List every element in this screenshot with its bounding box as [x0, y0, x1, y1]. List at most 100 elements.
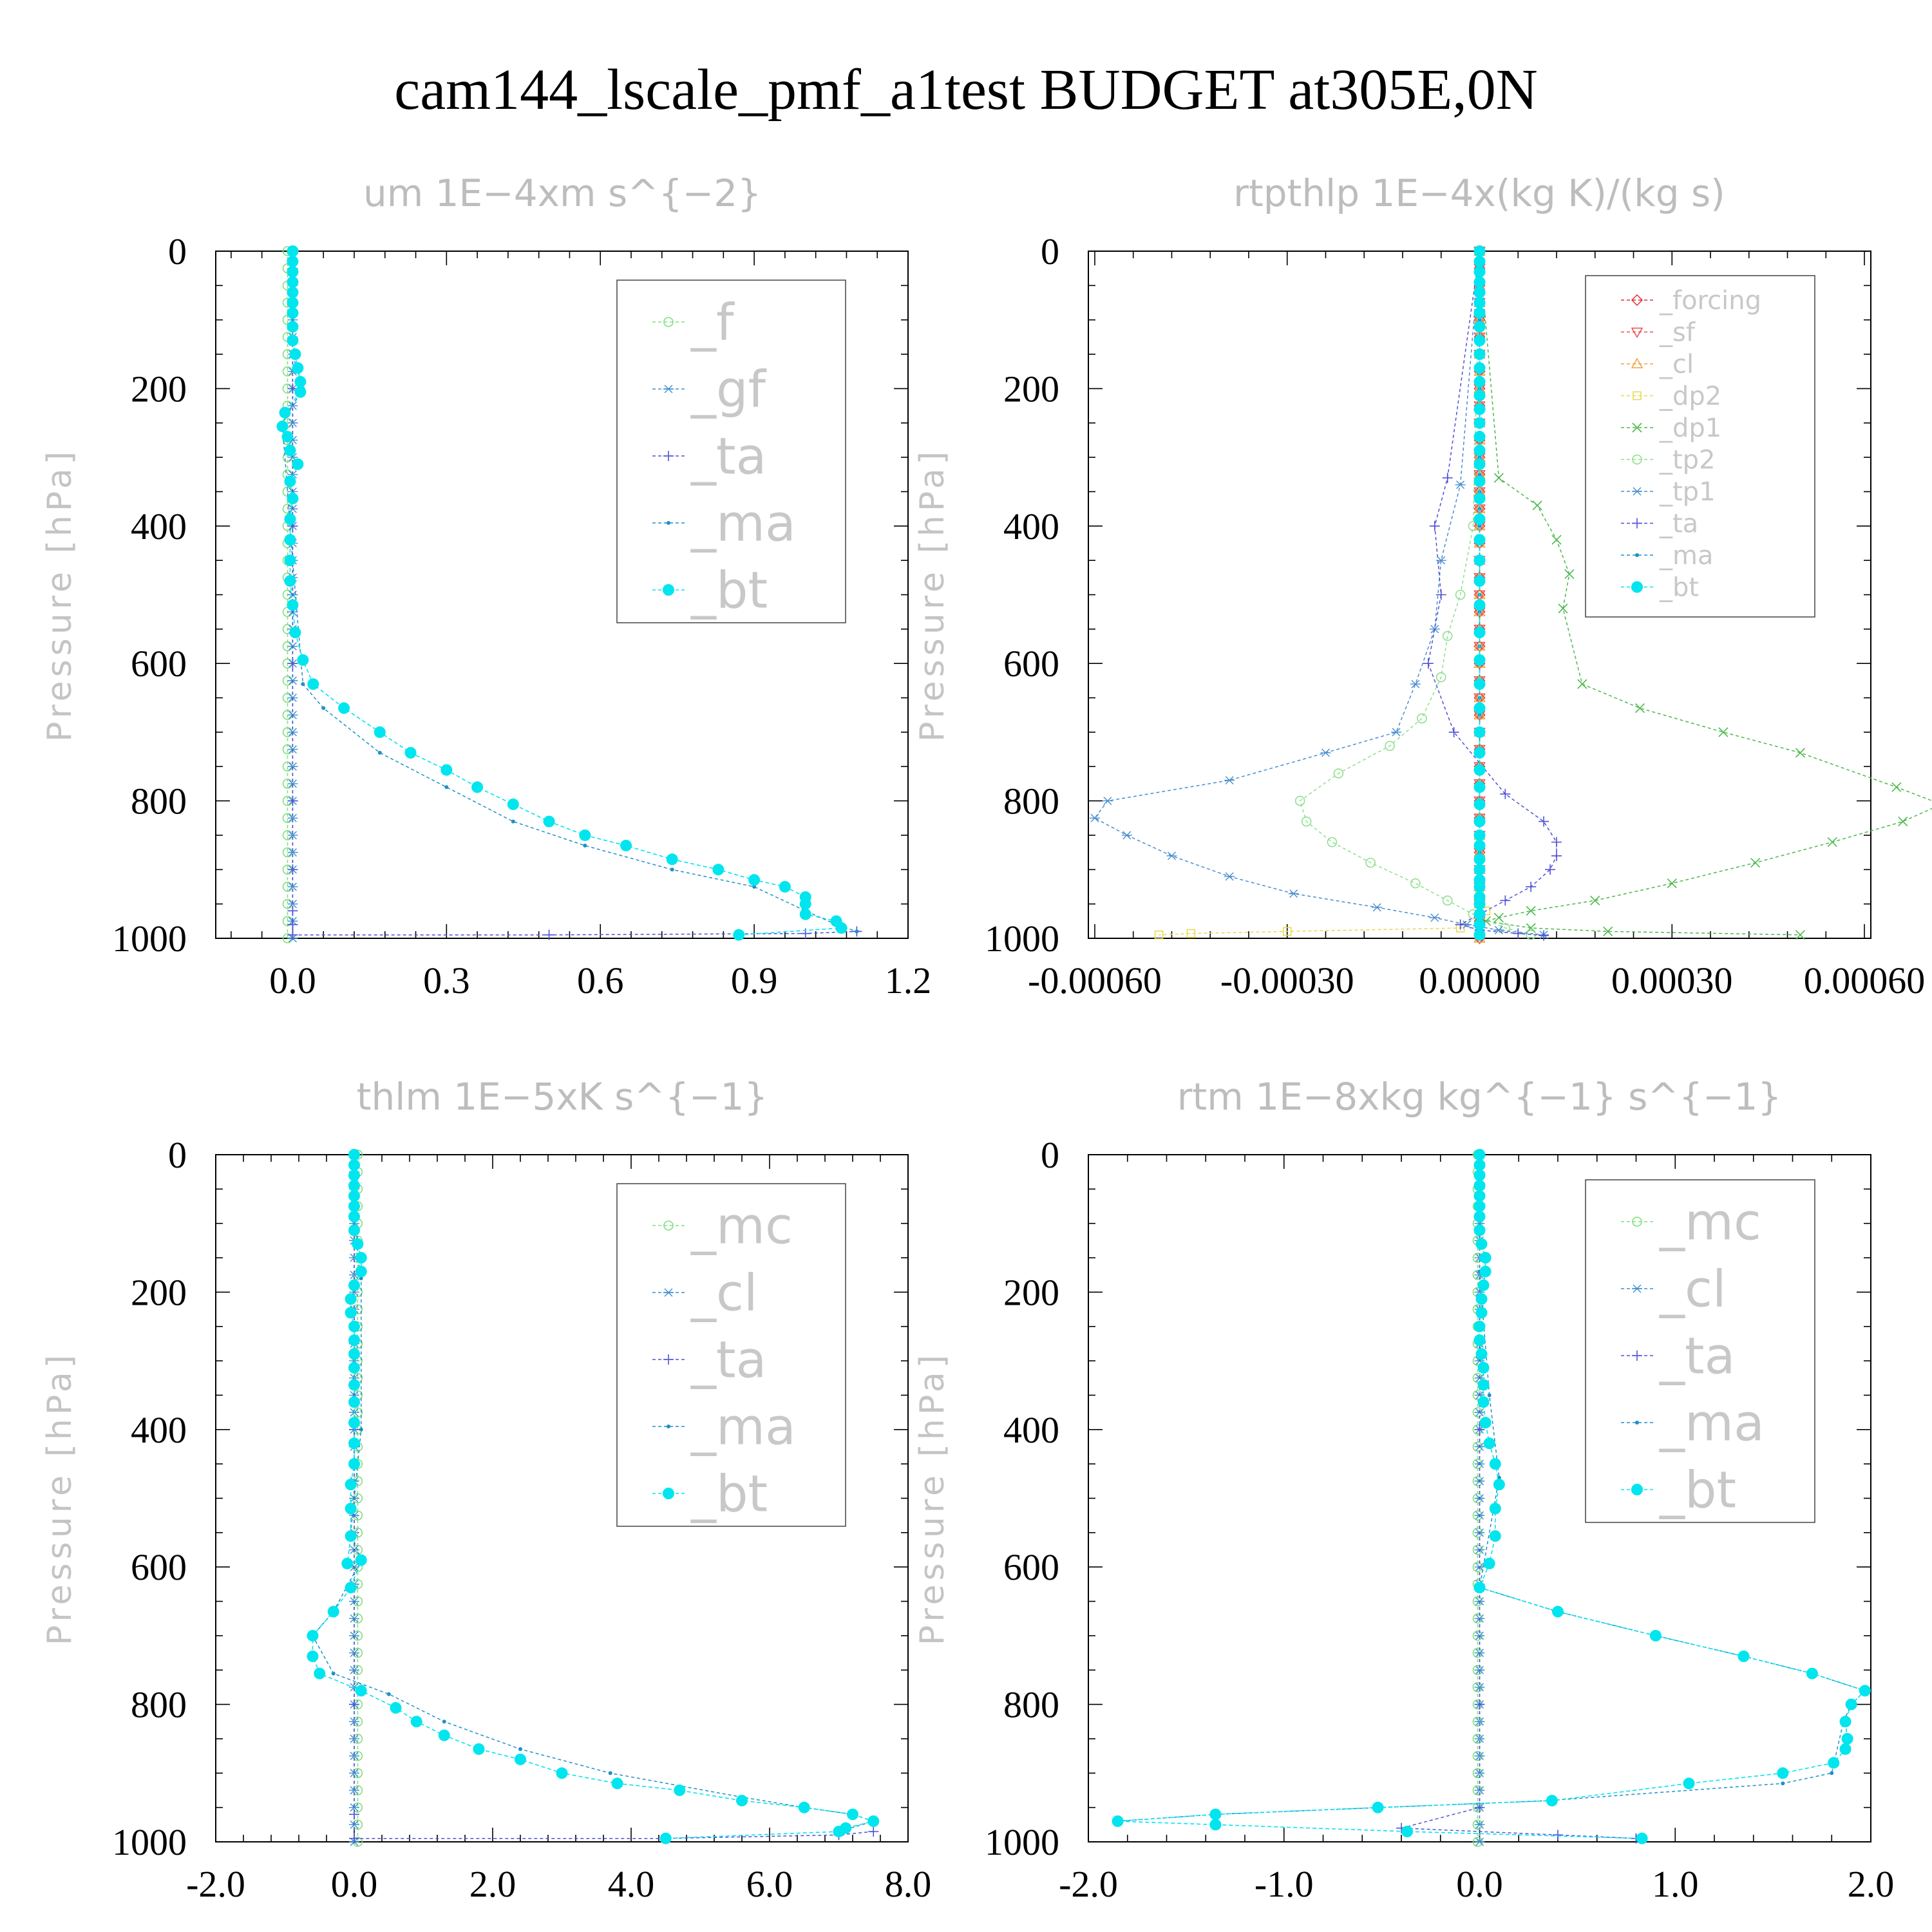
data-point [1577, 679, 1587, 689]
data-point [1391, 728, 1402, 737]
legend-label: _bt [1659, 573, 1699, 603]
x-tick-label: 2.0 [1848, 1863, 1895, 1905]
y-axis-label: Pressure [hPa] [913, 448, 952, 742]
data-point [1429, 520, 1440, 531]
legend-swatch-marker [1633, 391, 1642, 401]
data-point [1493, 473, 1504, 483]
legend-swatch-marker [1631, 294, 1643, 307]
data-point [1473, 918, 1486, 931]
data-point [1372, 1801, 1384, 1814]
data-point [1473, 1159, 1486, 1171]
data-point [1372, 903, 1383, 912]
data-point [349, 1699, 359, 1710]
panel-title: um 1E−4xm s^{−2} [363, 171, 761, 215]
data-point [287, 919, 298, 930]
legend-label: _tp2 [1659, 446, 1716, 475]
data-point [440, 764, 453, 776]
data-point [287, 297, 299, 309]
series [1474, 246, 1932, 940]
data-point [279, 406, 291, 419]
data-point [348, 1170, 360, 1182]
data-point [1551, 850, 1562, 861]
data-point [307, 1650, 319, 1662]
legend-swatch-marker [1632, 487, 1642, 496]
data-point [1417, 713, 1427, 724]
legend-swatch-marker [667, 521, 670, 525]
y-axis-label: Pressure [hPa] [41, 1351, 79, 1645]
x-tick-label: 1.0 [1652, 1863, 1699, 1905]
legend: _mc _cl _ta _ma _bt [616, 1183, 846, 1527]
data-point [386, 1692, 391, 1696]
data-point [1477, 472, 1482, 477]
x-tick-label: 0.00030 [1611, 960, 1733, 1001]
data-point [287, 900, 298, 909]
data-point [314, 1667, 326, 1680]
data-point [289, 348, 301, 361]
data-point [349, 1752, 359, 1761]
legend-swatch-marker [1632, 1284, 1642, 1293]
data-point [1634, 703, 1645, 714]
data-point [287, 929, 298, 940]
data-point [1455, 589, 1466, 600]
data-point [349, 1833, 359, 1844]
data-point [1898, 817, 1908, 827]
legend-swatch-marker [663, 384, 674, 393]
data-point [341, 1557, 354, 1569]
panel-title: rtm 1E−8xkg kg^{−1} s^{−1} [1177, 1075, 1782, 1119]
data-point [1473, 287, 1486, 299]
data-point [1474, 1734, 1485, 1743]
data-point [1483, 1557, 1495, 1569]
data-point [1385, 741, 1395, 752]
legend-swatch-marker [1632, 518, 1642, 529]
data-point [1448, 726, 1459, 737]
legend-label: _dp2 [1659, 382, 1721, 412]
data-point [444, 785, 449, 790]
data-point [1479, 1417, 1492, 1429]
legend: _f _gf _ta _ma _bt [616, 279, 846, 623]
data-point [1473, 321, 1486, 333]
data-point [1401, 1825, 1414, 1837]
data-point [1473, 458, 1486, 470]
data-point [855, 929, 859, 934]
data-point [1209, 1819, 1222, 1831]
data-point [287, 256, 299, 268]
data-point [1551, 837, 1562, 848]
data-point [1473, 898, 1486, 910]
data-point [348, 1180, 360, 1192]
data-point [284, 513, 296, 526]
data-point [348, 1417, 360, 1429]
data-point [611, 1777, 623, 1790]
data-point [404, 746, 417, 759]
data-point [345, 1293, 357, 1305]
data-point [1795, 930, 1806, 940]
x-tick-label: 8.0 [885, 1863, 932, 1905]
data-point [867, 1815, 880, 1827]
data-point [287, 779, 298, 788]
data-point [1209, 1808, 1222, 1821]
data-point [287, 813, 298, 822]
data-point [345, 1530, 357, 1542]
y-tick-label: 200 [1003, 368, 1059, 410]
data-point [1442, 895, 1453, 906]
data-point [1435, 672, 1446, 683]
data-point [1552, 1605, 1564, 1618]
y-tick-label: 200 [131, 368, 187, 410]
data-point [1539, 816, 1549, 827]
data-point [659, 1832, 672, 1844]
data-point [287, 493, 299, 505]
x-tick-label: 4.0 [608, 1863, 655, 1905]
data-point [1473, 678, 1486, 690]
data-point [473, 1743, 485, 1755]
data-point [1473, 1334, 1486, 1347]
data-point [1475, 1348, 1488, 1360]
data-point [321, 706, 326, 710]
data-point [287, 728, 298, 737]
legend-label: _ta [690, 1331, 766, 1389]
data-point [349, 1631, 359, 1640]
legend-swatch-marker [1635, 1421, 1639, 1425]
data-point [1839, 1743, 1852, 1755]
data-point [1473, 929, 1486, 941]
data-point [1477, 1361, 1490, 1374]
data-point [287, 245, 299, 257]
data-point [1455, 919, 1466, 930]
